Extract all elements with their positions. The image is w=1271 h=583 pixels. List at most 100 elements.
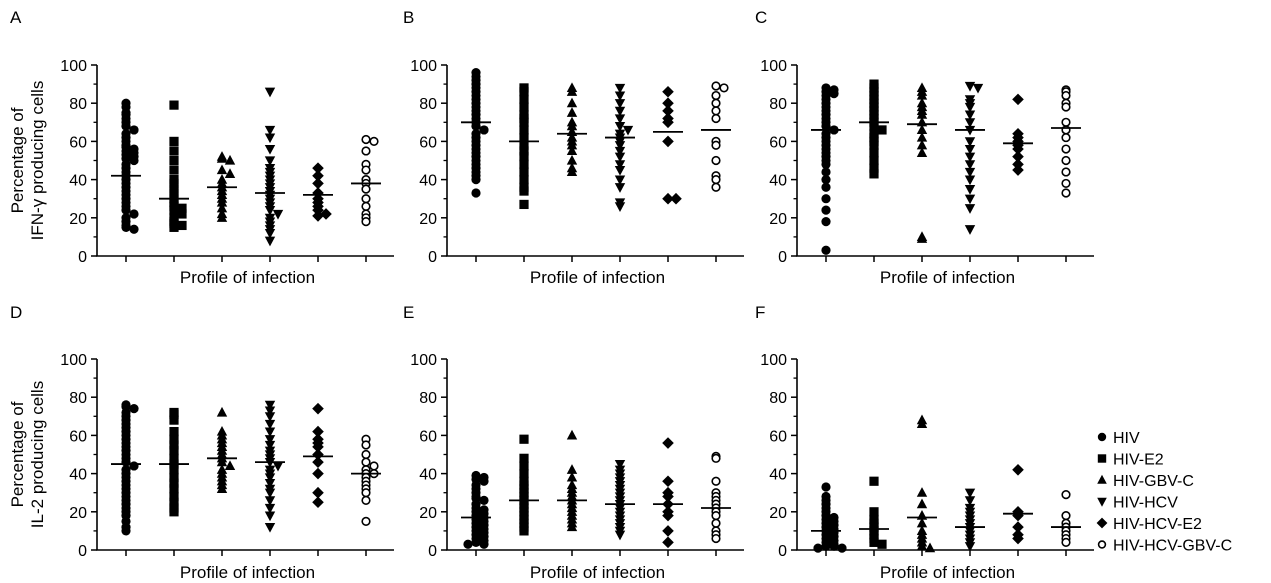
data-point xyxy=(361,201,371,211)
data-point xyxy=(964,152,976,163)
data-point xyxy=(813,543,823,553)
data-point xyxy=(169,415,179,425)
y-tick-label: 40 xyxy=(769,467,787,484)
data-point xyxy=(1012,150,1024,163)
data-point xyxy=(224,460,236,471)
data-point xyxy=(1061,102,1071,112)
series-HIV-HCV-GBV-C xyxy=(701,81,731,192)
data-point xyxy=(519,102,529,112)
y-axis-label: Percentage ofIFN-γ producing cells xyxy=(8,81,47,241)
data-point xyxy=(519,461,529,471)
data-point xyxy=(1012,521,1024,533)
data-point xyxy=(264,156,276,167)
data-point xyxy=(821,194,831,204)
data-point xyxy=(711,182,721,192)
data-point xyxy=(670,192,682,205)
data-point xyxy=(711,511,721,521)
data-point xyxy=(1061,537,1071,547)
data-point xyxy=(662,525,674,537)
data-point xyxy=(662,437,674,449)
series-HIV-GBV-C xyxy=(207,406,237,493)
y-tick-label: 40 xyxy=(69,173,87,190)
y-tick-label: 100 xyxy=(60,58,87,75)
data-point xyxy=(471,188,481,198)
series-HIV-GBV-C xyxy=(907,414,937,553)
data-point xyxy=(1012,509,1024,522)
y-tick-label: 80 xyxy=(69,390,87,407)
data-point xyxy=(361,165,371,175)
legend-marker xyxy=(1097,454,1107,463)
data-point xyxy=(272,461,284,472)
data-point xyxy=(916,89,928,100)
data-point xyxy=(169,188,179,198)
y-tick-label: 40 xyxy=(69,467,87,484)
data-point xyxy=(361,184,371,194)
series-HIV-HCV-GBV-C xyxy=(701,451,731,544)
series-HIV-HCV-E2 xyxy=(303,402,333,509)
series-HIV-HCV xyxy=(955,488,985,552)
data-point xyxy=(169,453,179,463)
data-point xyxy=(129,224,139,234)
data-point xyxy=(264,473,276,484)
data-point xyxy=(312,456,324,468)
data-point xyxy=(662,97,674,109)
data-point xyxy=(711,113,721,124)
data-point xyxy=(519,199,529,210)
y-tick-label: 40 xyxy=(769,173,787,190)
data-point xyxy=(566,97,578,108)
panel-F: F 0 20 40 60 80 100 Profile of infection xyxy=(755,303,1094,582)
data-point xyxy=(662,490,674,503)
legend-marker xyxy=(1096,517,1108,529)
data-point xyxy=(369,461,379,471)
data-point xyxy=(169,136,179,146)
data-point xyxy=(264,419,276,430)
data-point xyxy=(614,91,626,102)
data-point xyxy=(479,495,489,505)
data-point xyxy=(1061,144,1071,154)
data-point xyxy=(169,426,179,437)
data-point xyxy=(129,404,139,414)
y-axis-label: Percentage ofIL-2 producing cells xyxy=(8,381,47,528)
panel-letter: E xyxy=(403,303,414,322)
data-point xyxy=(1061,178,1071,189)
data-point xyxy=(169,165,179,175)
data-point xyxy=(916,124,928,135)
data-point xyxy=(361,457,371,467)
data-point xyxy=(369,136,379,146)
data-point xyxy=(519,167,529,177)
data-point xyxy=(121,526,131,536)
data-point xyxy=(566,521,578,532)
data-point xyxy=(264,236,276,247)
data-point xyxy=(177,209,187,219)
data-point xyxy=(622,125,634,136)
series-HIV-HCV xyxy=(605,83,635,212)
series-HIV xyxy=(111,400,141,536)
data-point xyxy=(1061,155,1071,166)
data-point xyxy=(877,125,887,135)
data-point xyxy=(519,434,529,444)
data-point xyxy=(264,87,276,98)
series-HIV-E2 xyxy=(509,434,539,536)
data-point xyxy=(711,533,721,544)
data-point xyxy=(312,210,324,222)
data-point xyxy=(662,116,674,129)
data-point xyxy=(479,125,489,135)
data-point xyxy=(711,140,721,150)
data-point xyxy=(471,537,481,547)
data-point xyxy=(837,543,847,553)
data-point xyxy=(361,516,371,526)
y-tick-label: 60 xyxy=(69,428,87,445)
data-point xyxy=(1012,532,1024,545)
panel-C: C 0 20 40 60 80 100 Profile of infection xyxy=(755,8,1094,287)
series-HIV-HCV-GBV-C xyxy=(351,434,381,526)
data-point xyxy=(264,228,276,239)
panel-E: E 0 20 40 60 80 100 Profile of infection xyxy=(403,303,744,582)
data-point xyxy=(264,427,276,438)
data-point xyxy=(869,155,879,166)
data-point xyxy=(169,146,179,156)
series-HIV-GBV-C xyxy=(907,82,937,243)
data-point xyxy=(129,461,139,471)
data-point xyxy=(821,217,831,227)
data-point xyxy=(614,183,626,193)
